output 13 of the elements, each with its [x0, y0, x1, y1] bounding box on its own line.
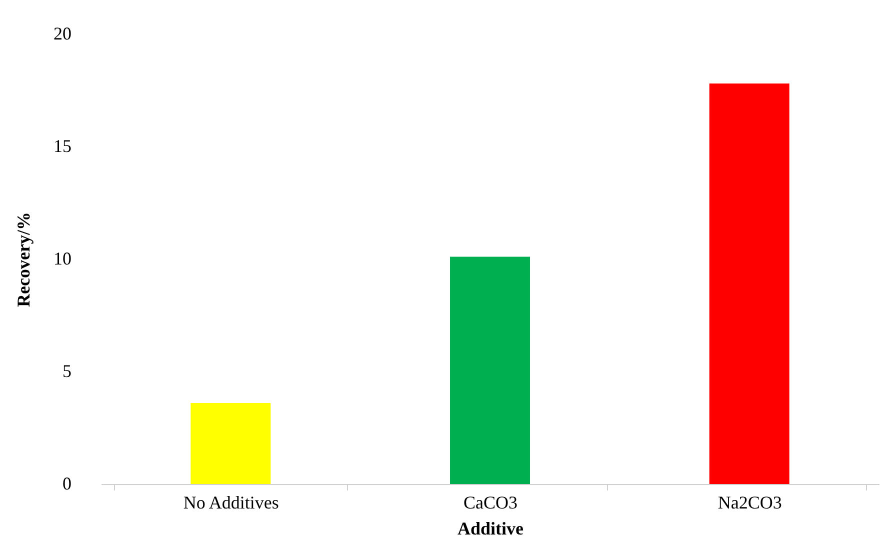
- y-tick-label: 10: [54, 248, 72, 268]
- y-tick-label: 5: [62, 361, 72, 381]
- bar: [190, 403, 271, 484]
- y-tick-label: 15: [54, 136, 72, 156]
- y-axis-title: Recovery/%: [14, 212, 34, 307]
- x-tick-label: CaCO3: [464, 492, 518, 512]
- y-tick-label: 20: [54, 24, 72, 44]
- x-tick-label: No Additives: [183, 492, 279, 512]
- bar: [450, 256, 530, 484]
- bar: [709, 84, 790, 484]
- x-tick-label: Na2CO3: [718, 492, 782, 512]
- x-axis-title: Additive: [457, 518, 524, 538]
- y-tick-label: 0: [62, 474, 72, 494]
